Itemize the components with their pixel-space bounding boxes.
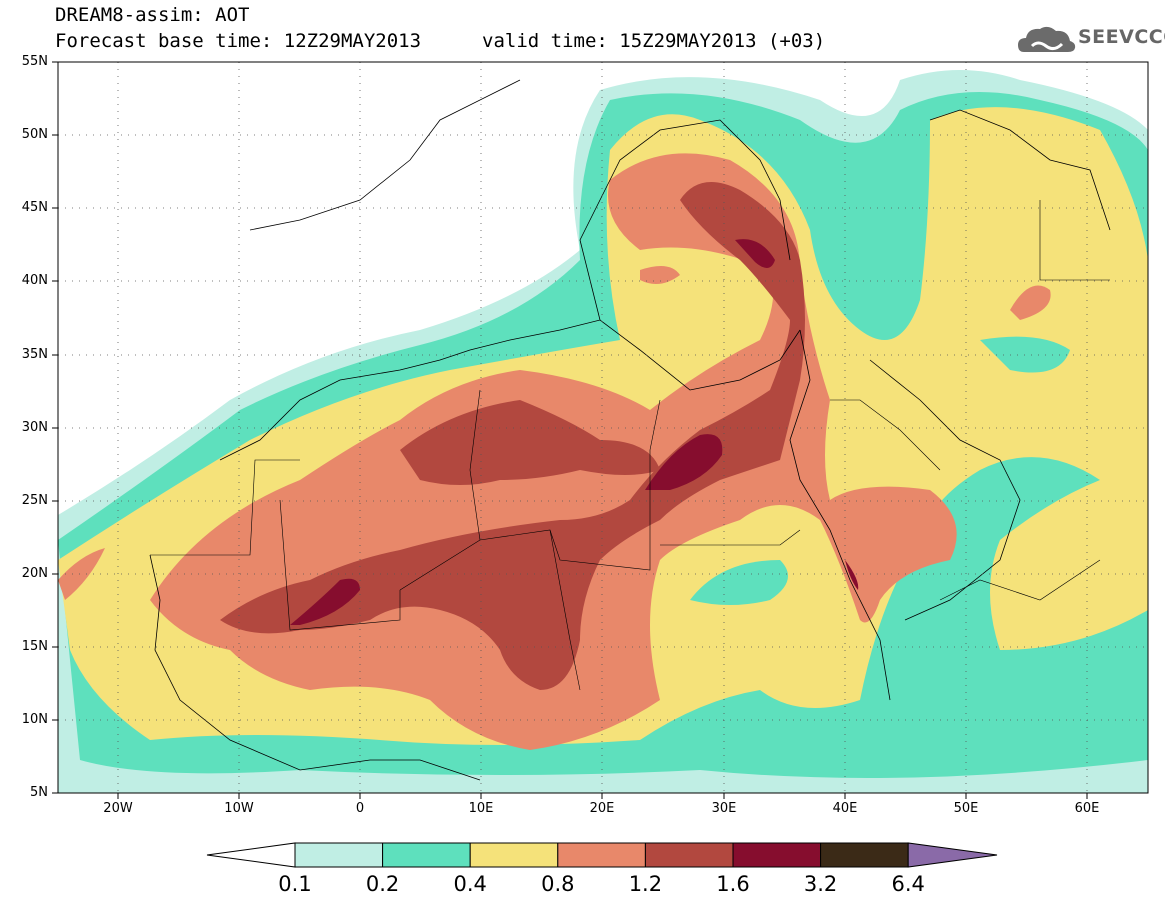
lat-label: 50N: [21, 127, 48, 142]
colorbar-swatch: [294, 842, 384, 868]
colorbar-swatch: [557, 842, 646, 868]
lat-label: 25N: [21, 493, 48, 508]
colorbar-level-label: 0.8: [541, 872, 575, 896]
colorbar-swatch: [469, 842, 559, 868]
colorbar-level-label: 0.4: [453, 872, 487, 896]
lon-label: 20E: [589, 801, 615, 816]
lon-label: 40E: [832, 801, 858, 816]
colorbar-swatch: [644, 842, 734, 868]
valid-time: valid time: 15Z29MAY2013 (+03): [482, 30, 826, 52]
lon-label: 30E: [711, 801, 737, 816]
logo-text: SEEVCCC: [1078, 26, 1165, 48]
colorbar-swatch: [382, 842, 471, 868]
lon-label: 50E: [953, 801, 979, 816]
title-line-1: DREAM8-assim: AOT: [55, 4, 250, 26]
lon-label: 20W: [103, 801, 133, 816]
colorbar-over-arrow: [907, 842, 998, 868]
lat-label: 30N: [21, 420, 48, 435]
lat-label: 55N: [21, 54, 48, 69]
colorbar-level-label: 1.2: [628, 872, 663, 896]
cloud-logo-icon: [1018, 26, 1076, 52]
borders: [150, 200, 1110, 691]
colorbar-level-label: 0.1: [278, 872, 312, 896]
lat-label: 20N: [21, 566, 48, 581]
colorbar-level-label: 3.2: [803, 872, 838, 896]
coastlines: [149, 79, 1111, 781]
lat-label: 5N: [30, 785, 48, 800]
lat-label: 40N: [21, 273, 48, 288]
aot-level-1.6: [290, 239, 859, 625]
colorbar-swatch: [820, 842, 909, 868]
lon-label: 0: [355, 801, 365, 816]
lon-label: 60E: [1074, 801, 1100, 816]
lat-label: 15N: [21, 639, 48, 654]
graticule: [58, 62, 1148, 793]
lon-label: 10E: [468, 801, 494, 816]
lon-label: 10W: [224, 801, 254, 816]
colorbar-swatch: [732, 842, 822, 868]
colorbar-level-label: 1.6: [716, 872, 750, 896]
lat-label: 45N: [21, 200, 48, 215]
colorbar-level-label: 6.4: [891, 872, 925, 896]
lat-label: 35N: [21, 347, 48, 362]
colorbar: [206, 842, 998, 868]
colorbar-under-arrow: [206, 842, 296, 868]
aot-level-1.2: [220, 182, 805, 690]
lat-label: 10N: [21, 712, 48, 727]
colorbar-level-label: 0.2: [365, 872, 400, 896]
title-line-2: Forecast base time: 12Z29MAY2013: [55, 30, 422, 52]
ticks: [52, 61, 1088, 799]
